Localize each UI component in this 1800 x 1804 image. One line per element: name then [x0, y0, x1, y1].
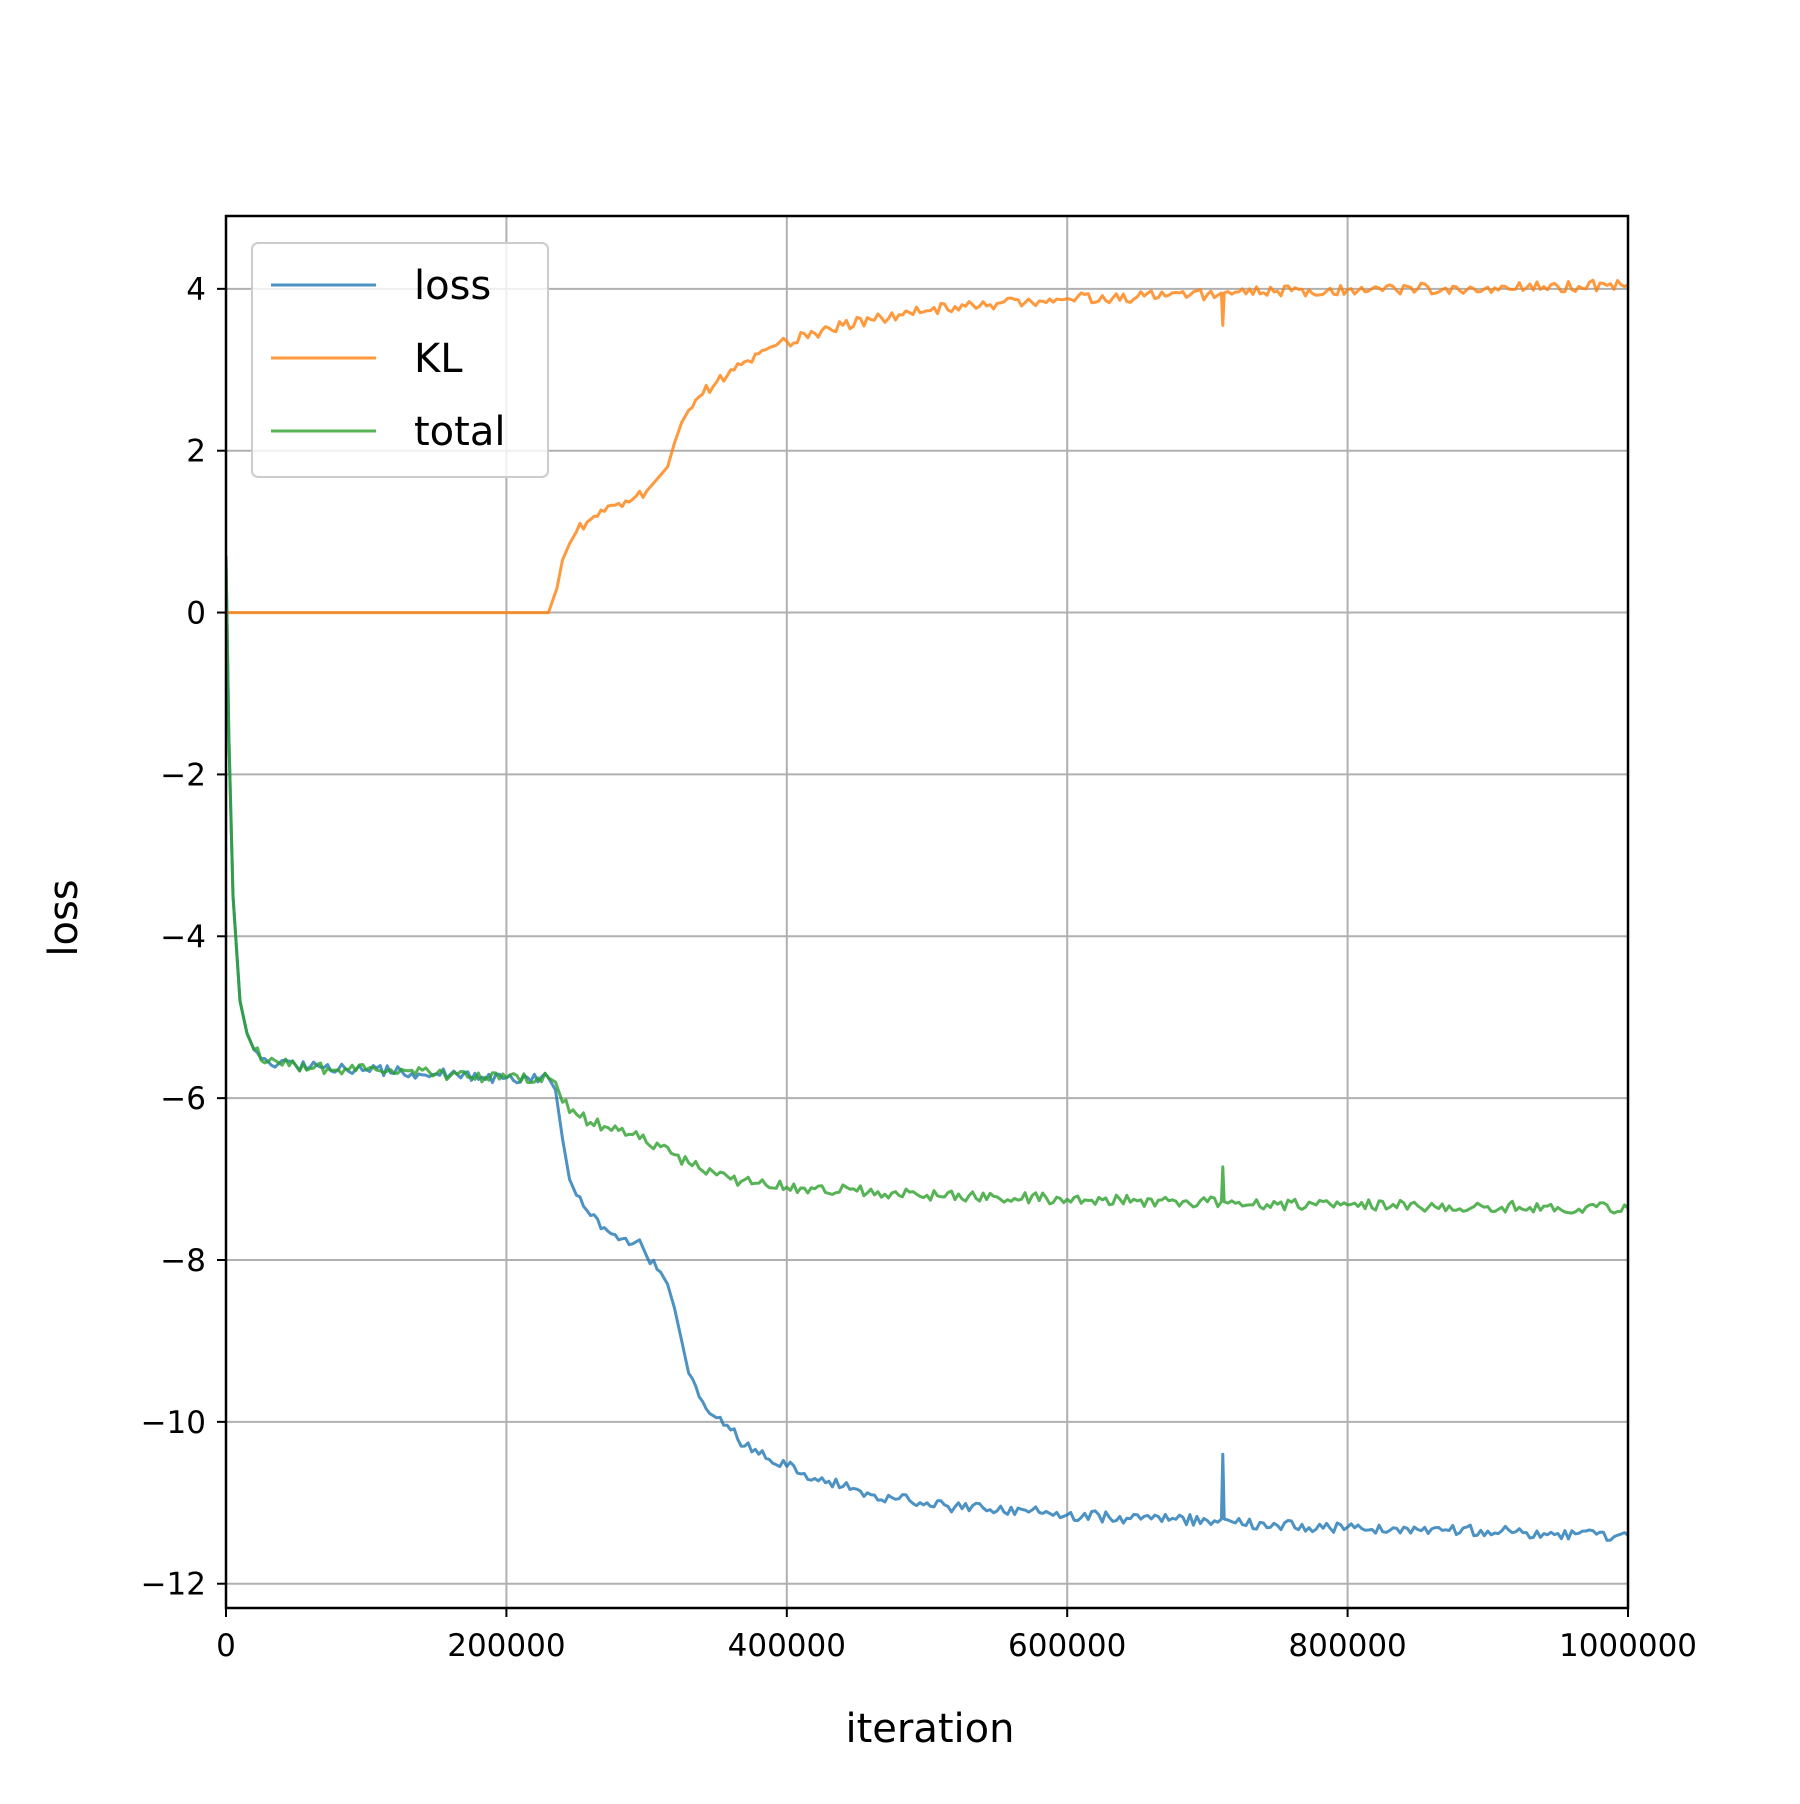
x-tick-label: 400000	[728, 1628, 846, 1664]
y-tick-label: 2	[186, 434, 206, 470]
x-axis-label: iteration	[846, 1706, 1015, 1752]
legend: loss KL total	[251, 242, 549, 478]
plot-frame	[224, 214, 1630, 1610]
x-tick-label: 1000000	[1559, 1628, 1697, 1664]
plot-series	[226, 278, 1628, 1542]
series-line-loss	[226, 555, 1628, 1542]
y-tick-label: −4	[160, 919, 206, 955]
y-tick-label: −10	[141, 1405, 206, 1441]
legend-label-loss: loss	[414, 263, 491, 309]
y-tick-label: −6	[160, 1081, 206, 1117]
axis-ticks: 0 200000 400000 600000 800000 1000000 −12 −10 −8…	[141, 272, 1697, 1664]
y-tick-label: −12	[141, 1567, 206, 1603]
legend-label-total: total	[414, 409, 505, 455]
y-tick-label: −2	[160, 757, 206, 793]
x-tick-label: 800000	[1288, 1628, 1406, 1664]
x-tick-label: 200000	[447, 1628, 565, 1664]
y-tick-label: −8	[160, 1243, 206, 1279]
x-tick-label: 0	[216, 1628, 236, 1664]
y-axis-label: loss	[41, 879, 87, 956]
legend-label-kl: KL	[414, 336, 463, 382]
y-tick-label: 4	[186, 272, 206, 308]
x-tick-label: 600000	[1008, 1628, 1126, 1664]
y-tick-label: 0	[186, 596, 206, 632]
series-line-kl	[226, 278, 1628, 615]
legend-box	[251, 242, 549, 478]
series-line-total	[226, 555, 1628, 1215]
